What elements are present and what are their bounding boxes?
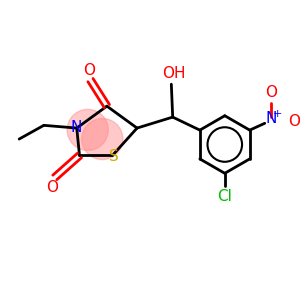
Text: ⁻: ⁻ bbox=[298, 113, 300, 126]
Text: N: N bbox=[265, 111, 277, 126]
Text: O: O bbox=[288, 114, 300, 129]
Text: Cl: Cl bbox=[217, 189, 232, 204]
Circle shape bbox=[82, 118, 123, 160]
Text: +: + bbox=[273, 109, 282, 119]
Text: OH: OH bbox=[162, 66, 186, 81]
Text: O: O bbox=[265, 85, 277, 100]
Text: N: N bbox=[70, 120, 82, 135]
Circle shape bbox=[67, 109, 108, 151]
Text: S: S bbox=[109, 149, 118, 164]
Text: O: O bbox=[83, 63, 95, 78]
Text: O: O bbox=[46, 180, 58, 195]
